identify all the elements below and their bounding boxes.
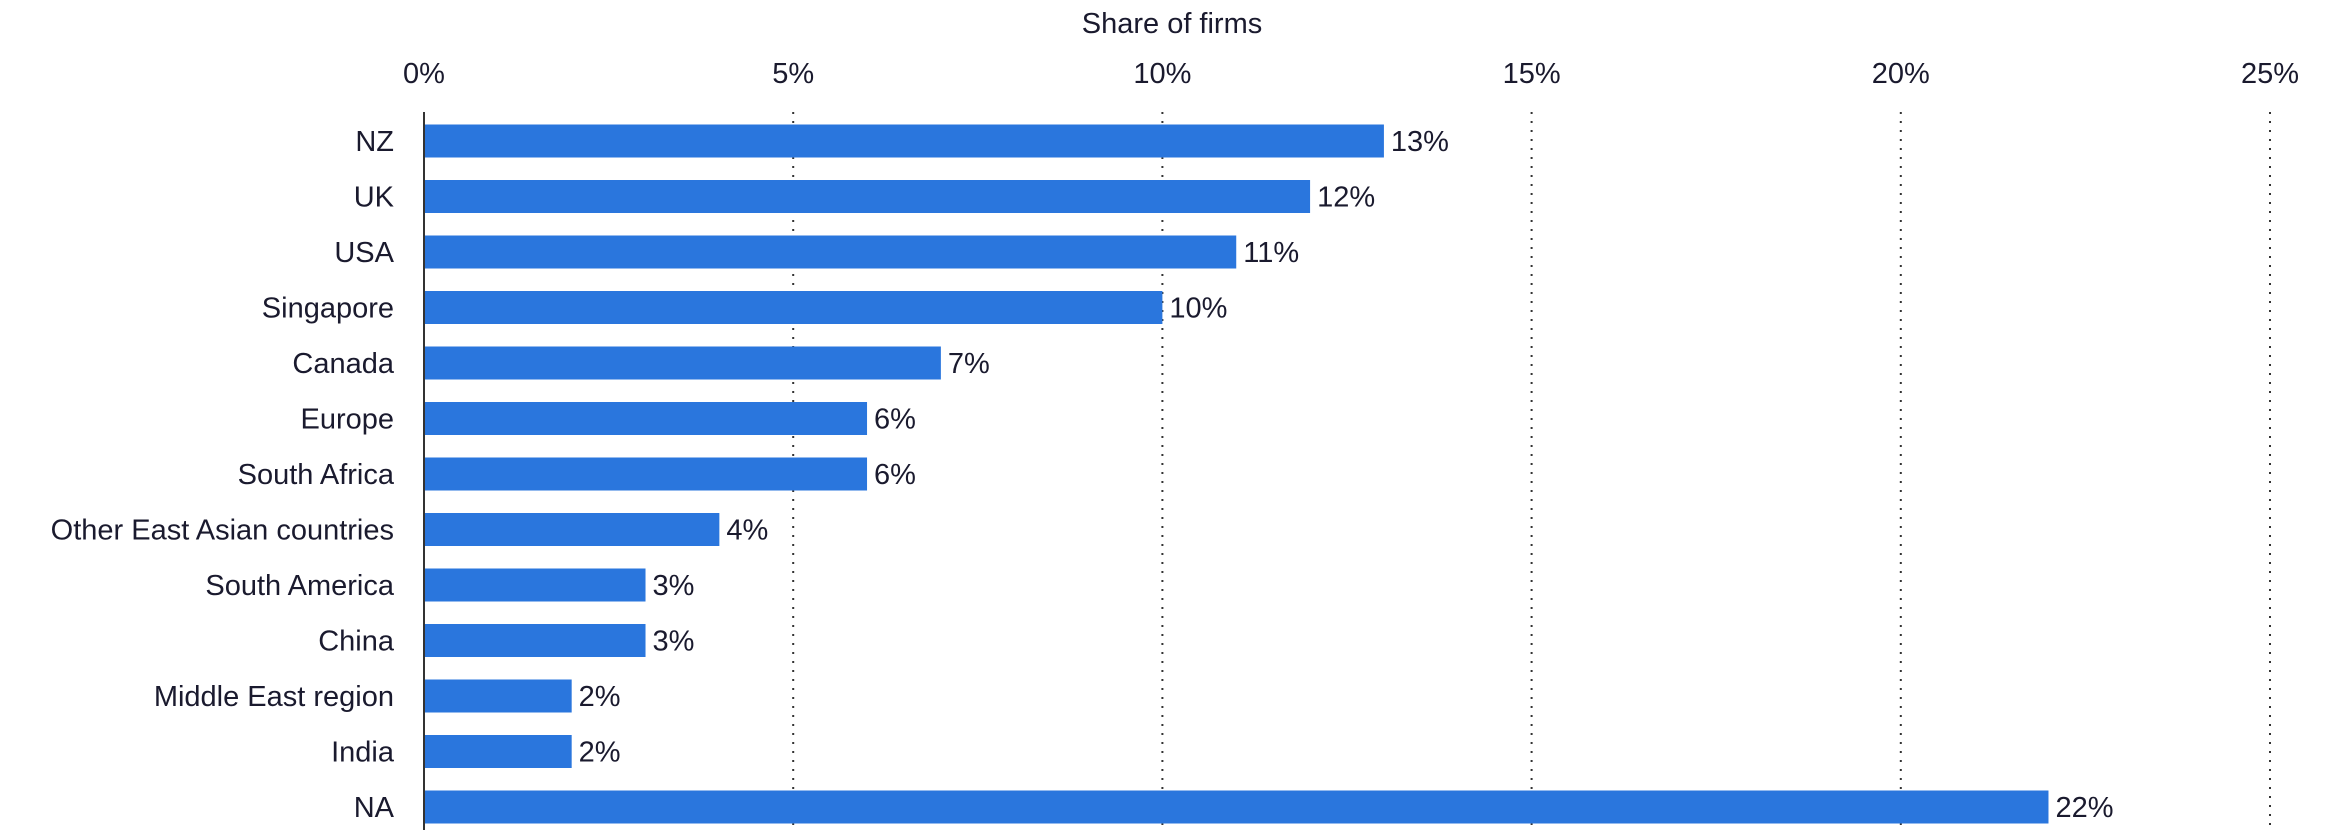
bar [424,790,2049,824]
value-label: 2% [579,681,621,713]
bar [424,735,572,768]
category-label: South America [205,570,394,602]
category-label: China [318,626,395,658]
value-label: 4% [726,515,768,547]
value-label: 2% [579,737,621,769]
value-labels: 13% 12% 11% 10% 7% 6% 6% 4% 3% 3% 2% 2% 22% [579,126,2114,824]
category-label: NZ [355,126,394,158]
bar [424,180,1311,213]
value-label: 7% [948,348,990,380]
category-label: Europe [300,404,394,436]
value-label: 13% [1391,126,1449,158]
bar [424,457,868,491]
category-label: USA [334,237,394,269]
x-axis-title: Share of firms [1082,8,1263,40]
category-label: India [331,737,395,769]
bar [424,624,646,657]
x-tick-label: 0% [403,58,445,90]
category-label: Singapore [262,293,394,325]
bar [424,346,941,380]
bar [424,235,1237,269]
value-label: 6% [874,404,916,436]
x-axis-ticks: 0% 5% 10% 15% 20% 25% [403,58,2299,90]
category-label: UK [354,182,395,214]
bar [424,402,868,435]
bar [424,124,1384,158]
value-label: 3% [653,626,695,658]
bar [424,568,646,602]
category-label: Other East Asian countries [51,515,394,547]
value-label: 3% [653,570,695,602]
value-label: 22% [2055,792,2113,824]
gridlines [792,112,2271,830]
category-label: NA [354,792,395,824]
x-tick-label: 10% [1133,58,1191,90]
value-label: 6% [874,459,916,491]
bars [424,124,2049,824]
bar [424,291,1163,324]
value-label: 11% [1243,237,1299,269]
value-label: 10% [1169,293,1227,325]
category-labels: NZ UK USA Singapore Canada Europe South Africa… [51,126,395,824]
category-label: Canada [292,348,394,380]
category-label: Middle East region [154,681,394,713]
x-tick-label: 25% [2241,58,2299,90]
x-tick-label: 15% [1503,58,1561,90]
x-tick-label: 5% [772,58,814,90]
bar [424,679,572,713]
category-label: South Africa [238,459,395,491]
value-label: 12% [1317,182,1375,214]
x-tick-label: 20% [1872,58,1930,90]
bar [424,513,720,546]
